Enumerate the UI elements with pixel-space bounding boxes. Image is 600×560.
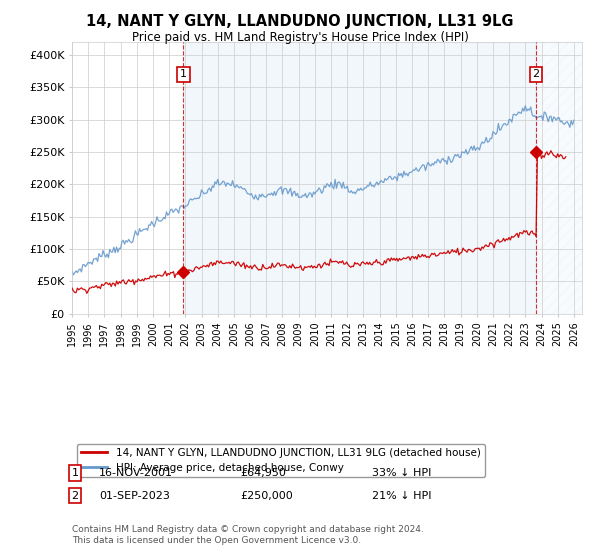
Text: 2: 2	[71, 491, 79, 501]
Text: 2: 2	[533, 69, 539, 80]
Legend: 14, NANT Y GLYN, LLANDUDNO JUNCTION, LL31 9LG (detached house), HPI: Average pri: 14, NANT Y GLYN, LLANDUDNO JUNCTION, LL3…	[77, 444, 485, 477]
Text: 33% ↓ HPI: 33% ↓ HPI	[372, 468, 431, 478]
Text: Price paid vs. HM Land Registry's House Price Index (HPI): Price paid vs. HM Land Registry's House …	[131, 31, 469, 44]
Text: 01-SEP-2023: 01-SEP-2023	[99, 491, 170, 501]
Text: £64,950: £64,950	[240, 468, 286, 478]
Text: Contains HM Land Registry data © Crown copyright and database right 2024.
This d: Contains HM Land Registry data © Crown c…	[72, 525, 424, 545]
Text: 14, NANT Y GLYN, LLANDUDNO JUNCTION, LL31 9LG: 14, NANT Y GLYN, LLANDUDNO JUNCTION, LL3…	[86, 14, 514, 29]
Bar	[536, 42, 590, 314]
Text: 21% ↓ HPI: 21% ↓ HPI	[372, 491, 431, 501]
Bar	[184, 42, 536, 314]
Text: 1: 1	[71, 468, 79, 478]
Text: 1: 1	[180, 69, 187, 80]
Text: 16-NOV-2001: 16-NOV-2001	[99, 468, 173, 478]
Text: £250,000: £250,000	[240, 491, 293, 501]
